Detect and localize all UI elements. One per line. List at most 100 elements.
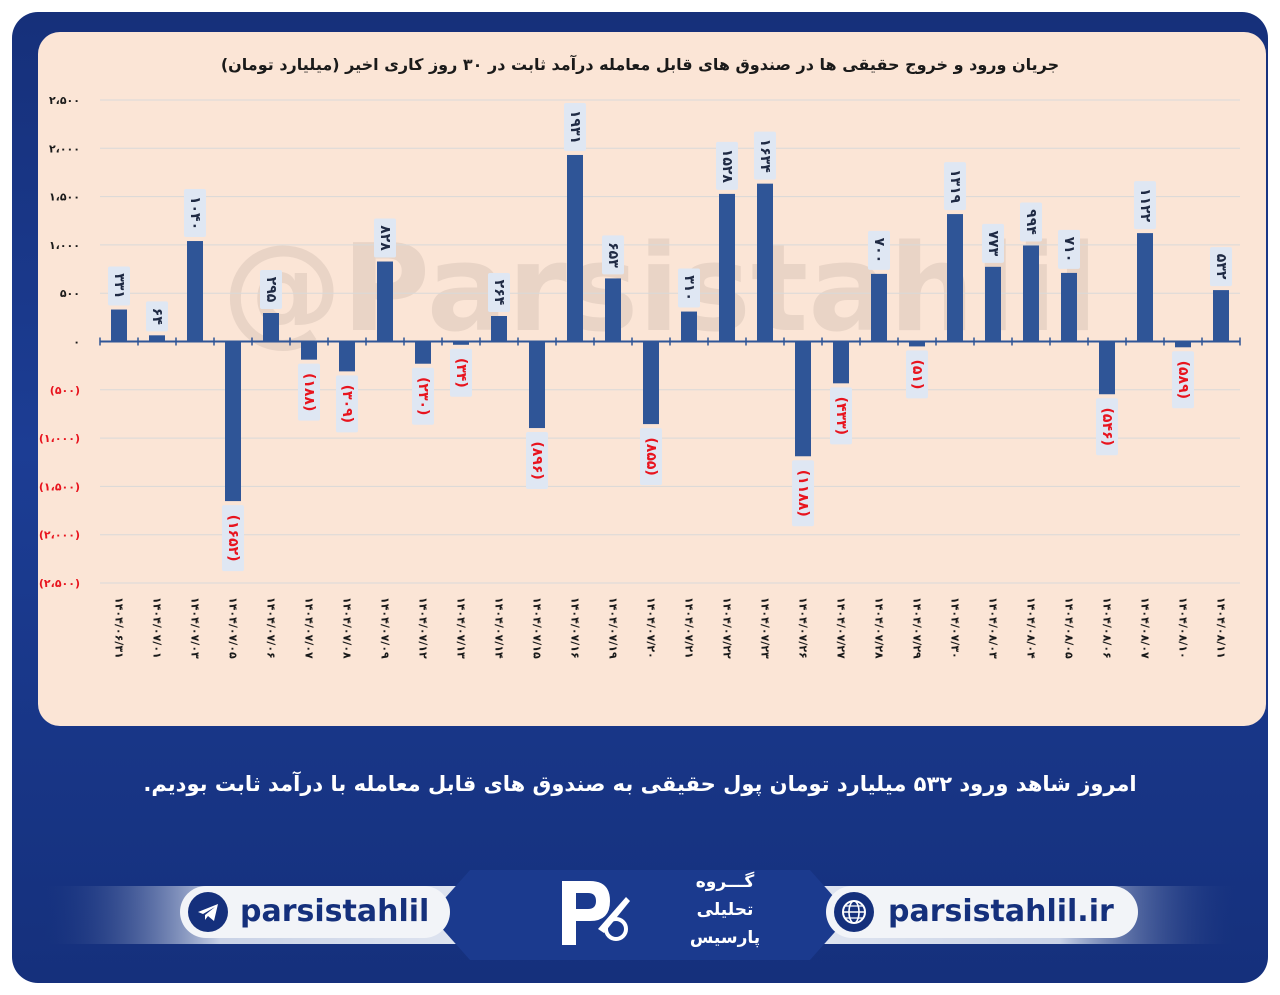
value-label-text: (۱۸۸) (301, 373, 317, 411)
value-label-box (830, 387, 852, 445)
value-label: (۱۸۸) (298, 363, 320, 421)
value-label: ۱۳۱۹ (944, 162, 966, 211)
value-label-text: ۱۱۲۲ (1137, 188, 1153, 223)
x-tick-label: ۱۴۰۴/۰۸/۱۰ (1177, 597, 1190, 659)
website-url: parsistahlil.ir (888, 894, 1114, 929)
value-label-box (678, 268, 700, 308)
value-label-box (716, 141, 738, 190)
value-label-text: ۷۷۳ (985, 231, 1001, 257)
x-tick-label: ۱۴۰۴/۰۷/۰۵ (227, 597, 240, 659)
value-label-text: ۳۱۰ (681, 275, 697, 301)
x-tick-label: ۱۴۰۴/۰۷/۲۱ (683, 597, 696, 659)
website-link[interactable]: parsistahlil.ir (826, 886, 1138, 938)
value-label-box (640, 428, 662, 486)
x-tick-label: ۱۴۰۴/۰۷/۱۲ (417, 597, 430, 659)
y-tick-label: (۲،۰۰۰) (39, 529, 80, 542)
y-axis: ۲،۵۰۰ ۲،۰۰۰ ۱،۵۰۰ ۱،۰۰۰ ۵۰۰ ۰ (۵۰۰) (۱،۰۰۰) (۱،۵… (39, 94, 80, 590)
value-label-box (412, 367, 434, 425)
y-tick-label: ۲،۵۰۰ (49, 94, 80, 107)
y-tick-label: (۵۰۰) (50, 384, 80, 397)
x-tick-label: ۱۴۰۴/۰۷/۱۶ (569, 597, 582, 659)
bar (149, 335, 165, 342)
value-label-box (1134, 181, 1156, 230)
value-label: ۹۹۴ (1020, 202, 1042, 242)
value-label-text: ۳۳۱ (111, 273, 127, 299)
bar (1061, 272, 1077, 342)
value-label: ۷۱۰ (1058, 229, 1080, 269)
value-label-text: ۲۹۵ (263, 277, 279, 303)
value-label-box (982, 223, 1004, 263)
value-label: ۵۳۲ (1210, 247, 1232, 287)
bar (605, 278, 621, 342)
y-tick-label: ۰ (73, 336, 80, 349)
bar (947, 214, 963, 342)
value-label: ۱۰۴۰ (184, 189, 206, 238)
value-label-box (792, 460, 814, 527)
value-label-box (260, 270, 282, 310)
value-label: (۳۰۹) (336, 375, 358, 433)
value-label: (۱۶۵۲) (222, 505, 244, 572)
x-tick-label: ۱۴۰۴/۰۷/۳۰ (949, 597, 962, 659)
x-tick-label: ۱۴۰۴/۰۷/۱۵ (531, 597, 544, 659)
y-tick-label: ۱،۰۰۰ (49, 239, 80, 252)
value-label: (۸۹۶) (526, 432, 548, 490)
value-label: (۸۵۵) (640, 428, 662, 486)
value-label: ۸۲۸ (374, 218, 396, 258)
value-label: ۳۱۰ (678, 268, 700, 308)
value-label-box (1172, 351, 1194, 409)
value-label-text: ۵۳۲ (1213, 254, 1229, 280)
bar (1099, 341, 1115, 395)
value-label-text: ۱۳۱۹ (947, 169, 963, 204)
value-label: (۵۸۹) (1172, 351, 1194, 409)
value-label-text: (۱۶۵۲) (225, 515, 241, 562)
x-tick-label: ۱۴۰۴/۰۷/۰۱ (151, 597, 164, 659)
value-label-text: ۲۶۴ (491, 280, 507, 306)
value-label: ۱۱۲۲ (1134, 181, 1156, 230)
value-label: ۶۴ (146, 301, 168, 332)
value-label-box (754, 131, 776, 180)
value-label-box (906, 350, 928, 399)
x-tick-label: ۱۴۰۴/۰۷/۰۸ (341, 597, 354, 659)
bars (111, 154, 1229, 502)
value-label: ۱۹۳۱ (564, 102, 586, 151)
value-label: ۲۶۴ (488, 272, 510, 312)
value-label-box (450, 348, 472, 397)
value-label-box (108, 266, 130, 306)
bar (567, 154, 583, 342)
y-tick-label: ۲،۰۰۰ (49, 142, 80, 155)
x-tick-label: ۱۴۰۴/۰۶/۳۱ (113, 597, 126, 659)
x-tick-label: ۱۴۰۴/۰۷/۲۲ (721, 597, 734, 659)
value-label-box (564, 102, 586, 151)
x-tick-label: ۱۴۰۴/۰۷/۰۹ (379, 597, 392, 659)
value-label: ۱۶۳۴ (754, 131, 776, 180)
x-tick-label: ۱۴۰۴/۰۷/۱۴ (493, 597, 506, 659)
x-tick-label: ۱۴۰۴/۰۷/۲۷ (835, 597, 848, 659)
value-label-text: (۵۴۶) (1099, 408, 1115, 446)
bar (301, 341, 317, 360)
y-tick-label: (۲،۵۰۰) (39, 577, 80, 590)
telegram-link[interactable]: parsistahlil (180, 886, 450, 938)
value-label: (۵۴۶) (1096, 398, 1118, 456)
bar (795, 341, 811, 457)
x-tick-label: ۱۴۰۴/۰۸/۰۴ (1025, 597, 1038, 659)
x-tick-label: ۱۴۰۴/۰۸/۰۵ (1063, 597, 1076, 659)
logo-line-2: تحلیلی (696, 900, 754, 920)
watermark: @Parsistahlil (222, 220, 1098, 359)
bar (757, 183, 773, 342)
value-label-box (488, 272, 510, 312)
value-label-text: ۱۶۳۴ (757, 139, 773, 174)
value-label-text: ۱۹۳۱ (567, 110, 583, 144)
y-tick-label: ۵۰۰ (60, 287, 80, 300)
telegram-handle: parsistahlil (240, 894, 430, 929)
value-label: ۳۳۱ (108, 266, 130, 306)
bar (985, 266, 1001, 342)
value-label-box (374, 218, 396, 258)
y-tick-label: (۱،۵۰۰) (39, 480, 80, 493)
value-label: (۵۱) (906, 350, 928, 399)
data-labels: ۳۳۱ ۶۴ ۱۰۴۰ (۱۶۵۲) ۲۹۵ (۱۸۸) (۳۰۹) ۸۲۸ (۲۳۰) (۳۴)… (108, 102, 1232, 572)
bar (1023, 245, 1039, 342)
bar (643, 341, 659, 425)
value-label: (۳۴) (450, 348, 472, 397)
y-tick-label: (۱،۰۰۰) (39, 432, 80, 445)
bar (339, 341, 355, 372)
